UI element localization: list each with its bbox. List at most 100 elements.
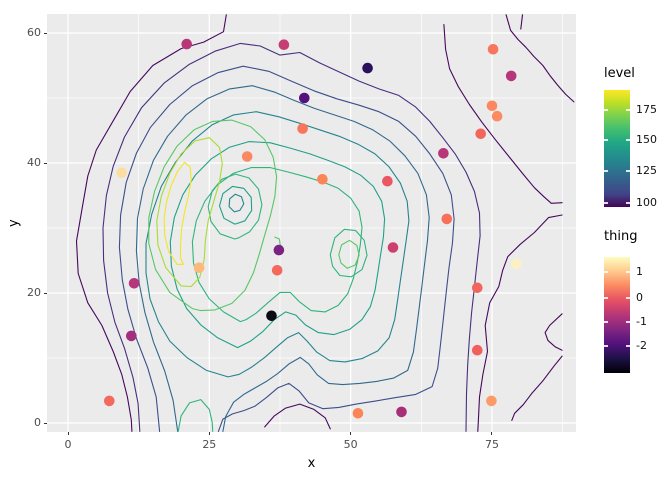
x-axis-title: x	[307, 456, 316, 471]
data-point	[491, 110, 503, 122]
x-tick-label: 0	[64, 438, 72, 451]
contour-line-level-100	[477, 214, 563, 432]
data-point	[387, 242, 399, 253]
legend-tick-mark	[626, 345, 630, 347]
legend-title-level: level	[604, 66, 635, 81]
legend-tick-label: 100	[636, 196, 657, 209]
data-point	[396, 406, 407, 418]
data-point	[317, 174, 328, 185]
contour-line-level-160	[329, 228, 368, 278]
data-point	[486, 100, 498, 112]
data-point	[104, 395, 115, 407]
data-point	[126, 330, 137, 342]
legend-tick-mark	[626, 271, 630, 273]
legend-tick-mark	[604, 271, 608, 273]
contour-line-level-100	[544, 313, 563, 351]
x-tick-mark	[67, 432, 69, 435]
data-point	[273, 244, 285, 256]
contour-line-level-110	[102, 42, 481, 432]
contour-line-level-150	[218, 185, 253, 225]
data-point	[487, 44, 499, 55]
legend-tick-mark	[626, 139, 630, 141]
legend-title-thing: thing	[604, 229, 638, 244]
data-point	[472, 282, 483, 294]
data-point	[116, 167, 127, 179]
data-point	[511, 258, 522, 270]
contour-line-level-130	[135, 85, 430, 432]
y-tick-label: 40	[27, 156, 41, 169]
legend-tick-mark	[604, 170, 608, 172]
x-tick-mark	[491, 432, 493, 435]
legend-tick-label: 0	[636, 291, 643, 304]
legend-tick-mark	[604, 109, 608, 111]
legend-tick-label: 125	[636, 164, 657, 177]
y-tick-mark	[44, 422, 47, 424]
legend-tick-label: -1	[636, 315, 647, 328]
data-point	[486, 395, 497, 407]
legend-tick-label: 150	[636, 133, 657, 146]
data-point	[362, 62, 373, 74]
data-point	[128, 278, 140, 289]
data-point	[505, 70, 517, 82]
contour-line-level-180	[156, 137, 223, 288]
data-point	[241, 151, 253, 162]
contour-line-level-100	[505, 14, 575, 103]
legend-tick-mark	[626, 297, 630, 299]
x-tick-label: 50	[343, 438, 358, 451]
contour-line-level-160	[191, 167, 363, 323]
y-tick-mark	[44, 162, 47, 164]
data-point	[278, 39, 290, 50]
contour-line-level-140	[145, 111, 410, 378]
x-tick-mark	[350, 432, 352, 435]
legend-tick-mark	[604, 139, 608, 141]
contour-line-level-100	[264, 403, 331, 430]
y-axis-title: y	[6, 219, 22, 227]
data-point	[475, 128, 487, 140]
x-tick-label: 25	[202, 438, 217, 451]
y-tick-mark	[44, 32, 47, 34]
data-point	[271, 265, 283, 276]
legend-tick-mark	[626, 109, 630, 111]
legend-tick-mark	[626, 321, 630, 323]
contour-plot-canvas	[47, 14, 576, 432]
contour-line-level-100	[75, 14, 227, 432]
legend-tick-label: 175	[636, 103, 657, 116]
x-tick-mark	[208, 432, 210, 435]
contour-line-level-170	[338, 239, 360, 269]
legend-colorbar-thing	[604, 257, 630, 373]
data-point	[266, 310, 277, 322]
data-point	[299, 92, 310, 104]
contour-line-level-150	[169, 141, 386, 349]
legend-colorbar-level	[604, 90, 630, 207]
data-point	[438, 148, 449, 159]
y-tick-label: 0	[34, 416, 41, 429]
y-tick-mark	[44, 292, 47, 294]
data-point	[352, 408, 364, 419]
contour-line-level-120	[118, 65, 455, 432]
contour-line-level-100	[443, 24, 563, 204]
x-tick-label: 75	[484, 438, 499, 451]
legend-tick-label: 1	[636, 265, 643, 278]
data-point	[472, 344, 483, 356]
contour-line-level-100	[520, 14, 524, 30]
data-point	[181, 38, 192, 50]
contour-line-level-190	[163, 161, 192, 265]
data-point	[297, 123, 308, 134]
data-point	[382, 175, 393, 187]
data-point	[193, 262, 205, 273]
contour-line-level-100	[511, 355, 563, 421]
y-tick-label: 20	[27, 286, 41, 299]
y-tick-label: 60	[27, 26, 41, 39]
legend-tick-label: -2	[636, 339, 647, 352]
legend-tick-mark	[604, 345, 608, 347]
contour-line-level-140	[228, 193, 245, 213]
data-point	[441, 213, 453, 225]
plot-panel	[47, 14, 576, 432]
legend-tick-mark	[604, 202, 608, 204]
legend-tick-mark	[604, 321, 608, 323]
legend-tick-mark	[626, 170, 630, 172]
contour-line-level-160	[177, 399, 214, 432]
contour-line-level-170	[148, 119, 278, 312]
contour-line-level-160	[207, 173, 263, 240]
